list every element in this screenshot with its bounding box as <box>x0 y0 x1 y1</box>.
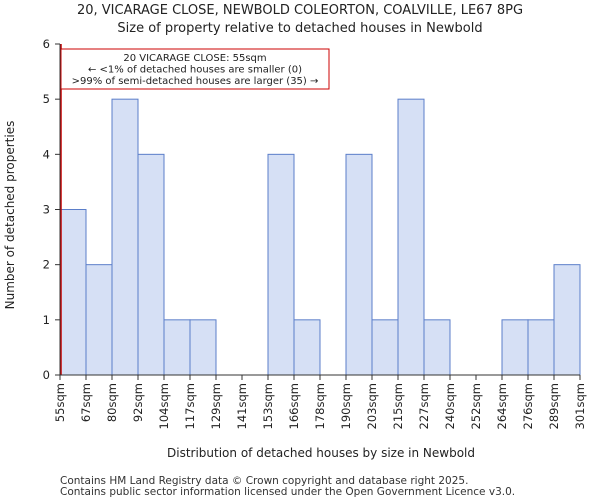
x-tick-label: 203sqm <box>365 383 379 429</box>
x-tick-label: 264sqm <box>495 383 509 429</box>
x-tick-label: 117sqm <box>183 383 197 429</box>
x-tick-label: 141sqm <box>235 383 249 429</box>
x-tick-label: 227sqm <box>417 383 431 429</box>
bar-264sqm <box>501 319 529 376</box>
x-axis-ticks: 55sqm 67sqm 80sqm 92sqm 104sqm 117sqm 129sqm 14… <box>53 375 587 429</box>
y-tick-label: 6 <box>43 37 50 51</box>
y-axis-ticks: 0 1 2 3 4 5 6 <box>43 37 60 382</box>
bar-92sqm <box>137 153 165 376</box>
y-tick-label: 1 <box>43 313 50 327</box>
annotation-line-1: 20 VICARAGE CLOSE: 55sqm <box>123 53 266 64</box>
annotation-frame <box>60 48 330 90</box>
y-tick-label: 4 <box>43 147 50 161</box>
annotation-line-3: >99% of semi-detached houses are larger … <box>72 76 319 87</box>
chart-subtitle: Size of property relative to detached ho… <box>117 21 482 36</box>
x-tick-label: 129sqm <box>209 383 223 429</box>
bar-166sqm <box>293 319 321 376</box>
y-tick-label: 3 <box>43 203 50 217</box>
x-tick-label: 240sqm <box>443 383 457 429</box>
x-tick-label: 301sqm <box>573 383 587 429</box>
x-tick-label: 190sqm <box>339 383 353 429</box>
y-tick-label: 5 <box>43 92 50 106</box>
footer-line-1: Contains HM Land Registry data © Crown c… <box>60 475 468 487</box>
bars-group <box>59 98 581 376</box>
x-tick-label: 153sqm <box>261 383 275 429</box>
x-axis-label: Distribution of detached houses by size … <box>167 446 475 460</box>
x-tick-label: 215sqm <box>391 383 405 429</box>
bar-227sqm <box>423 319 451 376</box>
bar-289sqm <box>553 264 581 376</box>
x-tick-label: 67sqm <box>79 383 93 422</box>
annotation-box: 20 VICARAGE CLOSE: 55sqm← <1% of detache… <box>60 48 330 90</box>
x-tick-label: 178sqm <box>313 383 327 429</box>
bar-190sqm <box>345 153 373 376</box>
bar-80sqm <box>111 98 139 376</box>
bar-55sqm <box>59 209 87 376</box>
x-tick-label: 166sqm <box>287 383 301 429</box>
x-tick-label: 276sqm <box>521 383 535 429</box>
bar-117sqm <box>189 319 217 376</box>
bar-67sqm <box>85 264 113 376</box>
bar-276sqm <box>527 319 555 376</box>
bar-215sqm <box>397 98 425 376</box>
x-tick-label: 289sqm <box>547 383 561 429</box>
y-tick-label: 2 <box>43 258 50 272</box>
footer-line-2: Contains public sector information licen… <box>60 486 515 498</box>
bar-104sqm <box>163 319 191 376</box>
annotation-line-2: ← <1% of detached houses are smaller (0) <box>88 65 302 76</box>
x-tick-label: 80sqm <box>105 383 119 422</box>
y-tick-label: 0 <box>43 368 50 382</box>
y-axis-label: Number of detached properties <box>3 121 17 310</box>
bar-203sqm <box>371 319 399 376</box>
x-tick-label: 92sqm <box>131 383 145 422</box>
bar-153sqm <box>267 153 295 376</box>
x-tick-label: 252sqm <box>469 383 483 429</box>
chart-title: 20, VICARAGE CLOSE, NEWBOLD COLEORTON, C… <box>77 3 523 18</box>
x-tick-label: 55sqm <box>53 383 67 422</box>
x-tick-label: 104sqm <box>157 383 171 429</box>
